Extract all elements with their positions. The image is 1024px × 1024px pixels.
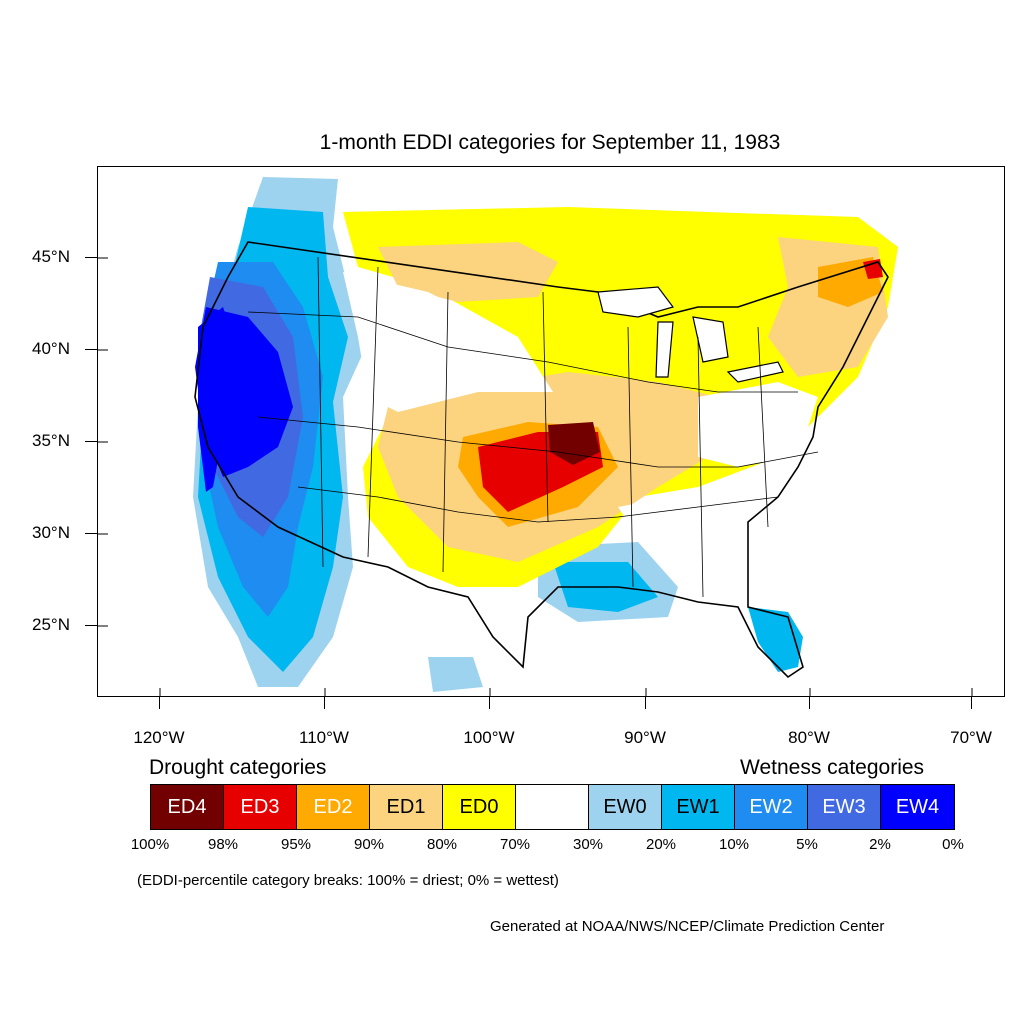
percentile-label: 70% xyxy=(499,836,531,853)
country-outline xyxy=(194,241,889,679)
lon-label-70: 70°W xyxy=(950,728,992,747)
legend-box-ew2: EW2 xyxy=(735,785,808,829)
lat-tick xyxy=(85,257,97,258)
normal-area-ohio-valley xyxy=(698,382,818,467)
percentile-label: 100% xyxy=(130,836,170,853)
percentile-label: 2% xyxy=(869,836,891,853)
lat-label-25: 25°N xyxy=(32,615,70,634)
lat-tick xyxy=(85,533,97,534)
percentile-label: 90% xyxy=(353,836,385,853)
percentile-label: 0% xyxy=(942,836,964,853)
legend-box-ew4: EW4 xyxy=(881,785,954,829)
percentile-label: 80% xyxy=(426,836,458,853)
credit-text: Generated at NOAA/NWS/NCEP/Climate Predi… xyxy=(490,918,885,935)
lon-tick xyxy=(809,697,810,709)
lake-michigan xyxy=(655,321,674,378)
lat-tick xyxy=(85,441,97,442)
legend-box-ew1: EW1 xyxy=(662,785,735,829)
lon-tick xyxy=(971,697,972,709)
lake-huron xyxy=(692,316,729,363)
normal-area-great-plains xyxy=(343,272,553,412)
legend-box-ew3: EW3 xyxy=(808,785,881,829)
legend-box-ed2: ED2 xyxy=(297,785,370,829)
lon-tick xyxy=(324,697,325,709)
lon-label-80: 80°W xyxy=(788,728,830,747)
lat-tick xyxy=(85,349,97,350)
chart-title: 1-month EDDI categories for September 11… xyxy=(319,131,781,154)
lon-label-100: 100°W xyxy=(463,728,515,747)
map-inner-ticks xyxy=(98,257,973,696)
percentile-label: 10% xyxy=(718,836,750,853)
legend-box-ed4: ED4 xyxy=(151,785,224,829)
map-panel xyxy=(97,166,1005,697)
percentile-label: 30% xyxy=(572,836,604,853)
lon-tick xyxy=(489,697,490,709)
lat-label-40: 40°N xyxy=(32,339,70,358)
drought-categories-heading: Drought categories xyxy=(149,756,327,779)
percentile-label: 98% xyxy=(207,836,239,853)
lat-tick xyxy=(85,625,97,626)
percentile-label: 20% xyxy=(645,836,677,853)
lake-erie xyxy=(726,361,784,383)
lake-superior xyxy=(597,286,675,318)
lon-tick xyxy=(645,697,646,709)
drought-area-ed4-kansas xyxy=(548,422,600,465)
legend-box-ed0: ED0 xyxy=(443,785,516,829)
lon-label-110: 110°W xyxy=(299,728,349,747)
legend-box-ed3: ED3 xyxy=(224,785,297,829)
lat-label-30: 30°N xyxy=(32,523,70,542)
lon-label-90: 90°W xyxy=(624,728,666,747)
percentile-label: 95% xyxy=(280,836,312,853)
percentile-label: 5% xyxy=(796,836,818,853)
normal-area-southeast xyxy=(618,477,818,547)
state-boundaries xyxy=(247,256,819,598)
eddi-map xyxy=(98,177,973,696)
wetness-area-ew0-mexico xyxy=(428,657,483,692)
wetness-categories-heading: Wetness categories xyxy=(740,756,925,779)
category-break-note: (EDDI-percentile category breaks: 100% =… xyxy=(137,872,559,889)
drought-area-ed3-maine xyxy=(863,259,883,279)
lat-label-45: 45°N xyxy=(32,247,70,266)
lon-tick xyxy=(159,697,160,709)
lat-label-35: 35°N xyxy=(32,431,70,450)
lon-label-120: 120°W xyxy=(133,728,185,747)
legend-box-ed1: ED1 xyxy=(370,785,443,829)
legend-box-ew0: EW0 xyxy=(589,785,662,829)
drought-area-ed1-northern-plains xyxy=(378,242,558,302)
category-legend: ED4 ED3 ED2 ED1 ED0 EW0 EW1 EW2 EW3 EW4 xyxy=(150,784,955,830)
legend-box-normal xyxy=(516,785,589,829)
